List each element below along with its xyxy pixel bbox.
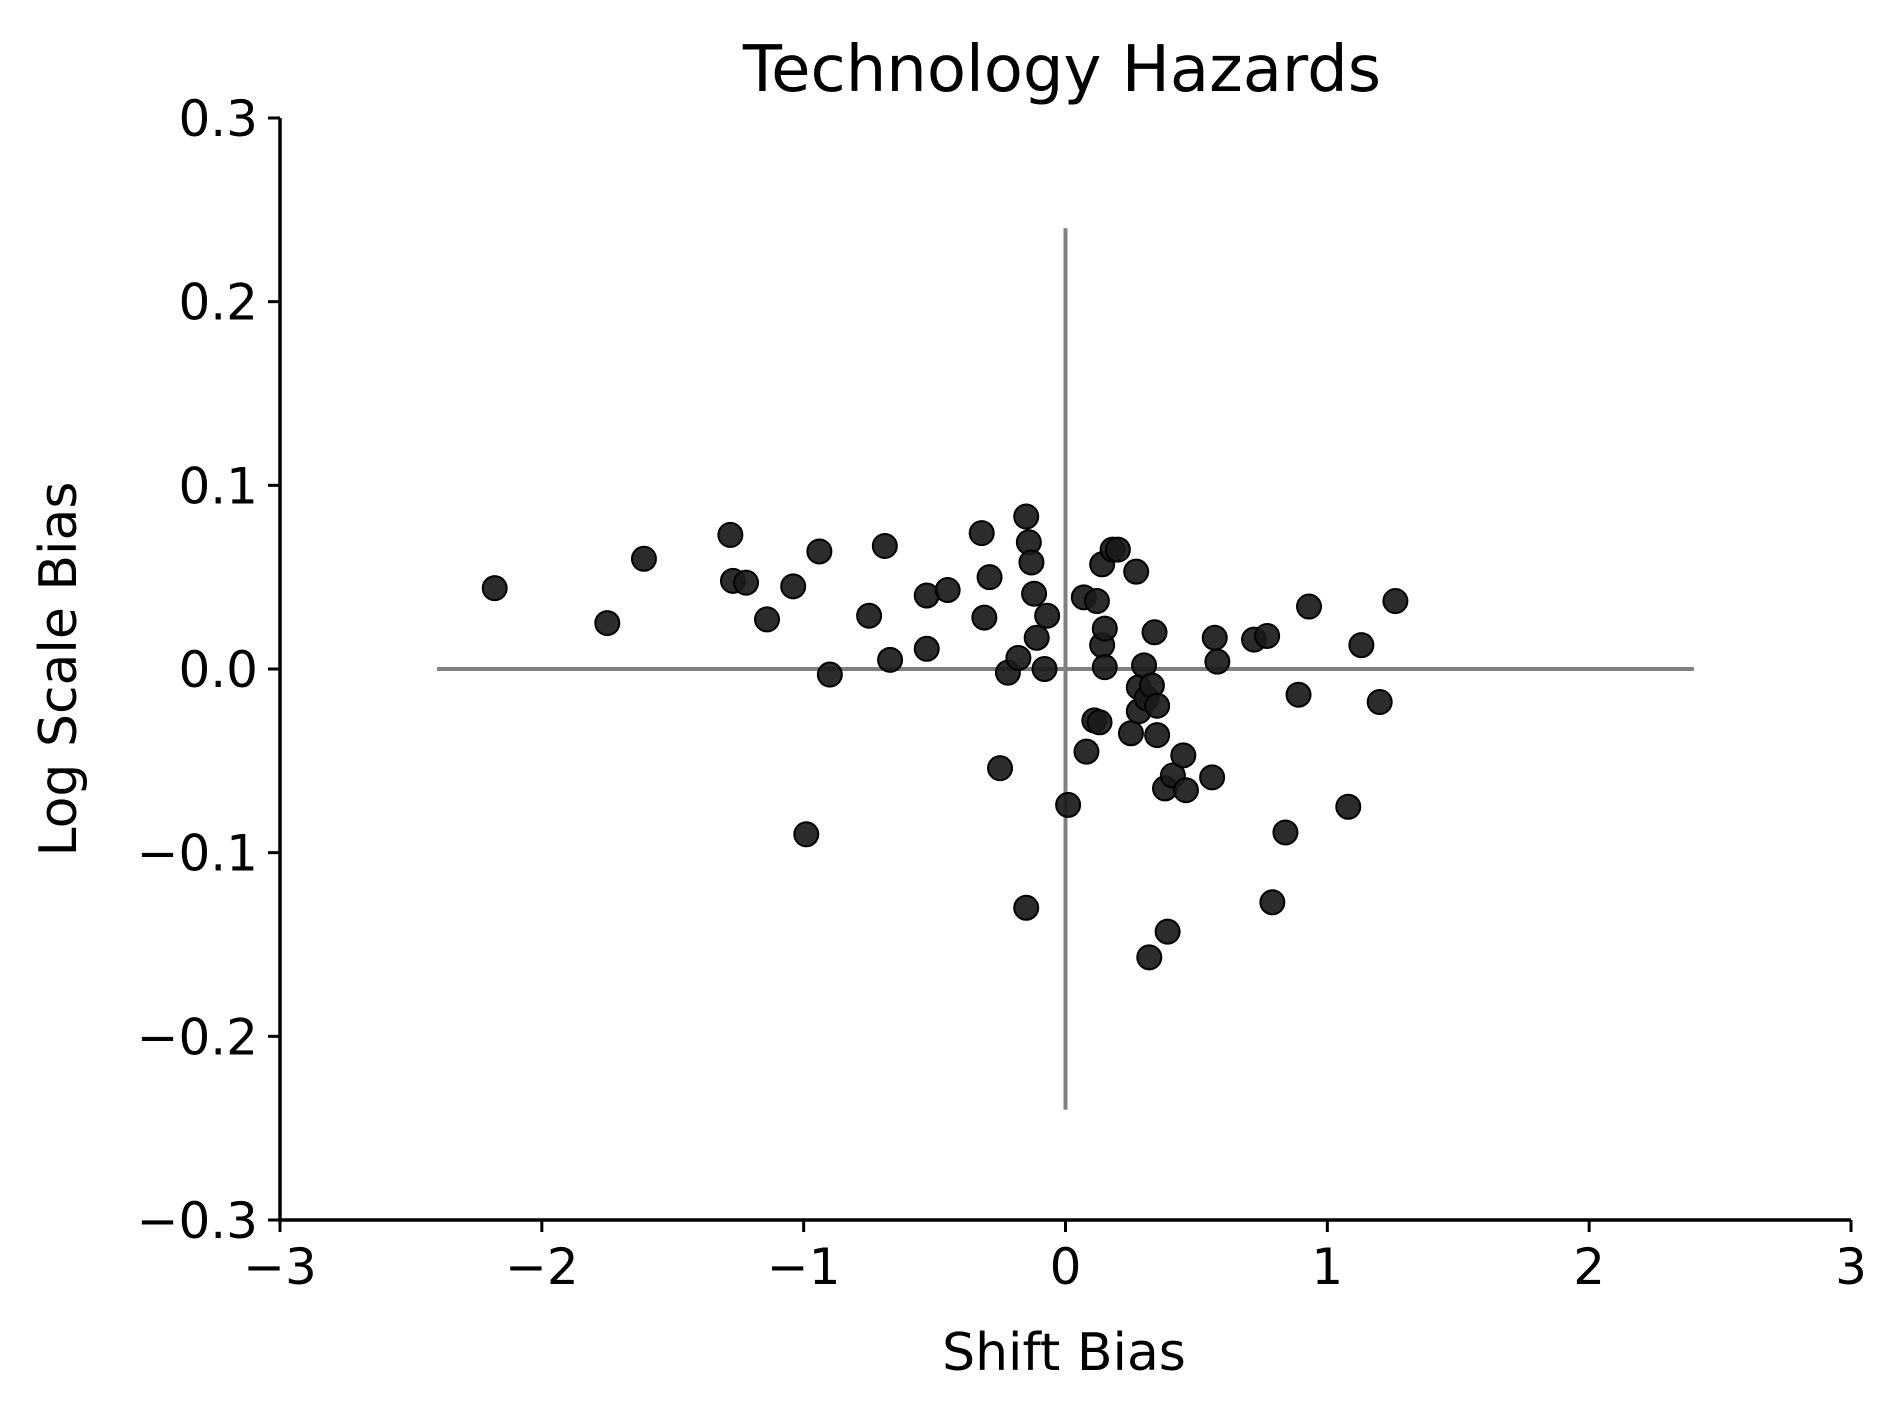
data-point	[968, 520, 995, 547]
y-tick-label: −0.3	[137, 1192, 258, 1250]
data-point	[856, 602, 883, 629]
data-point	[793, 821, 820, 848]
y-tick-label: 0.2	[178, 274, 258, 332]
data-point	[1073, 738, 1100, 765]
data-point	[1031, 656, 1058, 682]
data-point	[1296, 593, 1323, 620]
reference-lines	[437, 228, 1694, 1110]
y-tick-label: 0.1	[178, 457, 258, 515]
data-point	[780, 573, 807, 600]
data-point	[717, 521, 744, 548]
y-tick-label: 0.0	[178, 641, 258, 699]
data-point	[1123, 558, 1150, 585]
data-point	[1204, 648, 1231, 675]
data-point	[1091, 615, 1118, 642]
data-point	[1254, 622, 1281, 649]
data-point	[1154, 918, 1181, 945]
data-point	[1023, 624, 1050, 651]
data-point	[1136, 944, 1163, 971]
x-tick-label: −1	[767, 1238, 841, 1296]
x-tick-label: 2	[1573, 1238, 1605, 1296]
y-tick-label: 0.3	[178, 90, 258, 148]
x-axis-label: Shift Bias	[942, 1323, 1186, 1383]
data-point	[1285, 681, 1312, 708]
data-point	[481, 575, 508, 602]
data-point	[1013, 894, 1040, 921]
data-point	[1083, 588, 1110, 615]
x-tick-label: 0	[1050, 1238, 1082, 1296]
data-point	[1172, 777, 1199, 804]
data-point	[1259, 889, 1286, 916]
data-point	[816, 661, 843, 688]
data-point	[871, 532, 898, 559]
data-point	[913, 635, 940, 662]
data-point	[987, 755, 1014, 782]
data-point	[1199, 764, 1226, 791]
data-point	[1021, 580, 1048, 607]
data-point	[1055, 791, 1082, 818]
data-point	[1144, 692, 1171, 719]
x-tick-label: −3	[243, 1238, 317, 1296]
data-point	[1013, 503, 1040, 530]
data-point	[594, 610, 621, 637]
data-point	[1382, 588, 1409, 615]
data-point	[934, 577, 961, 604]
data-point	[1005, 644, 1032, 671]
data-point	[754, 606, 781, 633]
data-point	[1366, 689, 1393, 716]
data-point	[1086, 709, 1113, 736]
data-point	[806, 538, 833, 565]
data-point	[1117, 720, 1144, 747]
data-point	[1018, 549, 1045, 576]
y-axis-ticks: 0.3 0.2 0.1 0.0 −0.1 −0.2 −0.3	[137, 90, 280, 1250]
data-point	[733, 569, 760, 596]
x-axis-ticks: −3 −2 −1 0 1 2 3	[243, 1220, 1867, 1296]
y-tick-label: −0.2	[137, 1008, 258, 1066]
data-point	[1034, 602, 1061, 629]
x-tick-label: 3	[1835, 1238, 1867, 1296]
x-tick-label: −2	[505, 1238, 579, 1296]
y-axis-label: Log Scale Bias	[29, 482, 89, 857]
chart-title: Technology Hazards	[742, 33, 1381, 107]
data-point	[971, 604, 998, 631]
data-point	[1348, 632, 1375, 659]
data-point	[1201, 624, 1228, 651]
data-point	[976, 564, 1003, 591]
data-point	[1091, 654, 1118, 681]
y-tick-label: −0.1	[137, 825, 258, 883]
data-points	[481, 503, 1409, 971]
data-point	[1144, 722, 1171, 749]
data-point	[877, 646, 904, 673]
data-point	[630, 545, 657, 572]
x-tick-label: 1	[1311, 1238, 1343, 1296]
data-point	[1335, 793, 1362, 820]
data-point	[1272, 819, 1299, 846]
data-point	[1104, 536, 1131, 563]
data-point	[1170, 742, 1197, 769]
data-point	[1141, 619, 1168, 646]
